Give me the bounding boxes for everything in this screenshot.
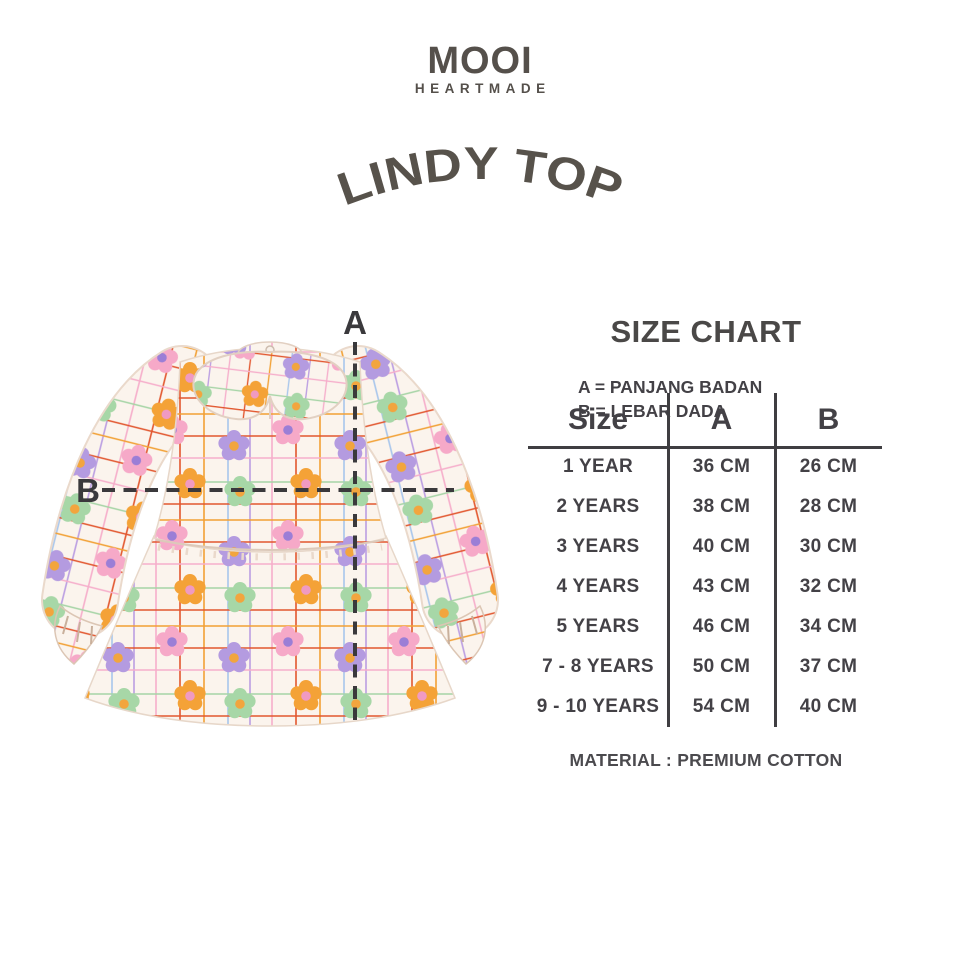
garment-sleeves [41,345,499,666]
cell-b: 37 CM [799,656,858,677]
cell-size: 9 - 10 YEARS [536,696,660,717]
measurement-label-b: B [76,472,100,509]
cell-b: 40 CM [799,696,858,717]
header-cell-size: Size [567,403,629,436]
cell-size: 3 YEARS [556,536,640,557]
legend-line-a: A = PANJANG BADAN [578,377,763,398]
garment-collar [192,350,348,421]
cell-a: 40 CM [692,536,751,557]
cell-a: 54 CM [692,696,751,717]
size-table: Size A B 1 YEAR 36 CM 26 CM 2 YEARS 38 C… [528,393,882,727]
cell-b: 34 CM [799,616,858,637]
header-cell-a: A [710,403,733,436]
cell-b: 28 CM [799,496,858,517]
cell-b: 26 CM [799,456,858,477]
table-divider-horizontal [528,446,882,449]
size-chart-title: SIZE CHART [610,313,802,349]
table-divider-vertical-1 [667,393,670,727]
cell-a: 43 CM [692,576,751,597]
table-divider-vertical-2 [774,393,777,727]
cell-a: 38 CM [692,496,751,517]
cell-a: 46 CM [692,616,751,637]
legend-line-b: B = LEBAR DADA [578,401,727,422]
product-title: LINDY TOP [320,134,640,224]
svg-text:LINDY TOP: LINDY TOP [330,137,629,215]
cell-size: 2 YEARS [556,496,640,517]
measurement-label-a: A [343,304,367,341]
product-title-arch: LINDY TOP [330,137,629,215]
cell-size: 4 YEARS [556,576,640,597]
cell-b: 32 CM [799,576,858,597]
garment-illustration: A B [30,300,510,732]
header-cell-b: B [817,403,840,436]
size-chart-panel: SIZE CHART A = PANJANG BADAN B = LEBAR D… [528,288,884,788]
brand-tagline: HEARTMADE [414,81,551,96]
brand-name: MOOI [427,40,533,82]
cell-size: 1 YEAR [562,456,634,477]
cell-b: 30 CM [799,536,858,557]
cell-size: 5 YEARS [556,616,640,637]
cell-size: 7 - 8 YEARS [542,656,654,677]
material-note: MATERIAL : PREMIUM COTTON [569,750,843,770]
garment-svg: A B [41,304,499,727]
brand-logo: MOOI HEARTMADE [0,42,960,96]
cell-a: 36 CM [692,456,751,477]
product-title-text: LINDY TOP [330,137,629,215]
measurement-legend: A = PANJANG BADAN B = LEBAR DADA [578,375,884,423]
cell-a: 50 CM [692,656,751,677]
garment-skirt [84,535,456,727]
